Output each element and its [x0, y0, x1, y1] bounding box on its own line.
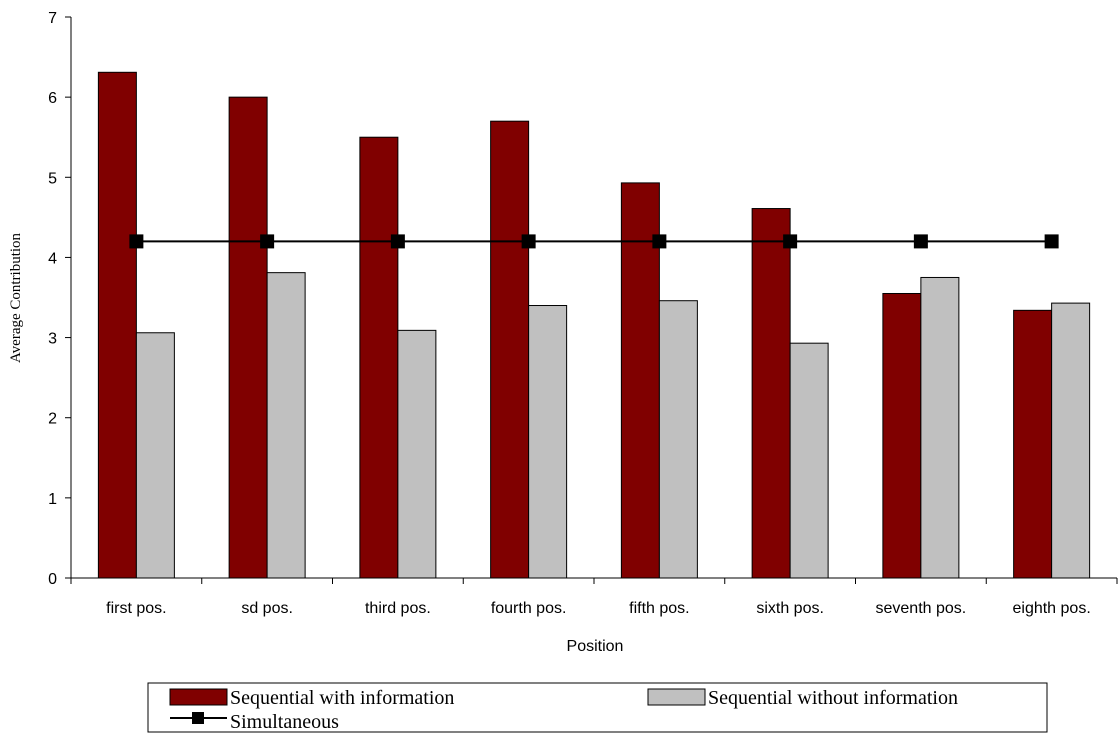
- y-tick-label-5: 5: [48, 170, 57, 187]
- legend-label-series-3: Simultaneous: [230, 711, 339, 733]
- y-tick-label-3: 3: [48, 331, 57, 348]
- point-series-3-3: [390, 234, 405, 249]
- point-series-3-1: [129, 234, 144, 249]
- x-tick-label-8: eighth pos.: [1012, 600, 1090, 617]
- legend-label-series-2: Sequential without information: [708, 687, 958, 709]
- y-tick-label-6: 6: [48, 90, 57, 107]
- bar-series-1-3: [359, 136, 399, 579]
- bar-series-2-5: [658, 300, 698, 579]
- y-tick-label-4: 4: [48, 250, 57, 267]
- x-tick-label-1: first pos.: [106, 600, 166, 617]
- legend-frame: [147, 682, 1048, 733]
- bar-series-1-1: [97, 71, 137, 579]
- bar-series-1-7: [882, 292, 922, 579]
- point-series-3-5: [652, 234, 667, 249]
- bar-series-1-8: [1013, 309, 1053, 579]
- x-tick-label-5: fifth pos.: [629, 600, 689, 617]
- plot-area: 0 1 2 3 4 5 6 7 first pos. sd pos. third pos. fourt…: [48, 10, 1118, 617]
- x-tick-label-6: sixth pos.: [756, 600, 824, 617]
- legend-swatch-series-2: [647, 688, 706, 706]
- x-axis-title: Position: [567, 638, 624, 655]
- point-series-3-6: [783, 234, 798, 249]
- bar-series-2-6: [789, 342, 829, 579]
- x-tick-label-3: third pos.: [365, 600, 431, 617]
- bar-series-2-4: [528, 305, 568, 579]
- point-series-3-2: [260, 234, 275, 249]
- legend-marker-series-3: [192, 712, 204, 724]
- bar-series-1-2: [228, 96, 268, 579]
- y-tick-label-0: 0: [48, 571, 57, 588]
- bar-series-1-6: [751, 208, 791, 579]
- bar-series-2-2: [266, 272, 306, 579]
- bar-series-2-8: [1051, 302, 1091, 579]
- bar-series-2-7: [920, 276, 960, 579]
- bar-series-2-3: [397, 329, 437, 579]
- y-tick-label-2: 2: [48, 411, 57, 428]
- legend: Sequential with information Sequential w…: [147, 682, 1048, 733]
- bar-series-2-1: [135, 332, 175, 579]
- x-tick-label-2: sd pos.: [241, 600, 293, 617]
- x-tick-label-7: seventh pos.: [876, 600, 967, 617]
- y-tick-label-1: 1: [48, 491, 57, 508]
- x-tick-label-4: fourth pos.: [491, 600, 567, 617]
- point-series-3-7: [913, 234, 928, 249]
- point-series-3-8: [1044, 234, 1059, 249]
- bar-series-1-4: [490, 120, 530, 579]
- y-tick-label-7: 7: [48, 10, 57, 27]
- legend-swatch-series-1: [169, 688, 228, 706]
- legend-label-series-1: Sequential with information: [230, 687, 454, 709]
- point-series-3-4: [521, 234, 536, 249]
- y-axis-title: Average Contribution: [8, 232, 24, 363]
- bar-series-1-5: [620, 182, 660, 579]
